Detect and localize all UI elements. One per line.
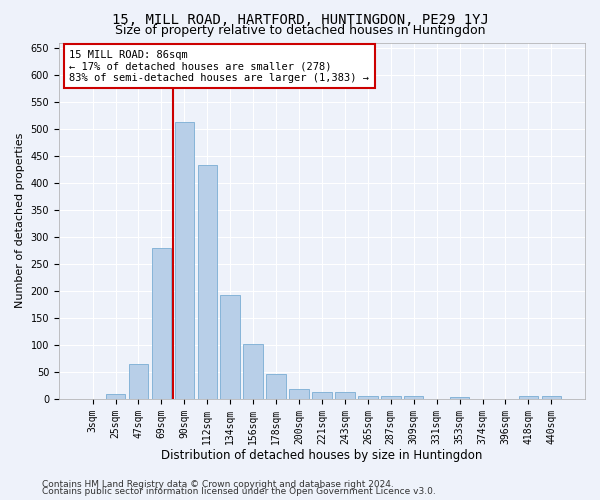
Bar [152,248,171,399]
Bar [128,364,148,399]
Bar [220,294,240,399]
Bar [175,122,194,399]
Y-axis label: Number of detached properties: Number of detached properties [15,133,25,308]
Text: 15 MILL ROAD: 86sqm
← 17% of detached houses are smaller (278)
83% of semi-detac: 15 MILL ROAD: 86sqm ← 17% of detached ho… [70,50,370,83]
Bar [358,396,377,399]
Bar [266,374,286,399]
Bar [197,165,217,399]
Bar [289,390,309,399]
Bar [312,392,332,399]
Text: 15, MILL ROAD, HARTFORD, HUNTINGDON, PE29 1YJ: 15, MILL ROAD, HARTFORD, HUNTINGDON, PE2… [112,12,488,26]
Bar [450,397,469,399]
Bar [404,396,424,399]
Bar [381,396,401,399]
Bar [106,394,125,399]
Bar [335,392,355,399]
X-axis label: Distribution of detached houses by size in Huntingdon: Distribution of detached houses by size … [161,450,482,462]
Text: Contains public sector information licensed under the Open Government Licence v3: Contains public sector information licen… [42,487,436,496]
Bar [542,396,561,399]
Bar [518,396,538,399]
Bar [244,344,263,399]
Text: Size of property relative to detached houses in Huntingdon: Size of property relative to detached ho… [115,24,485,37]
Text: Contains HM Land Registry data © Crown copyright and database right 2024.: Contains HM Land Registry data © Crown c… [42,480,394,489]
